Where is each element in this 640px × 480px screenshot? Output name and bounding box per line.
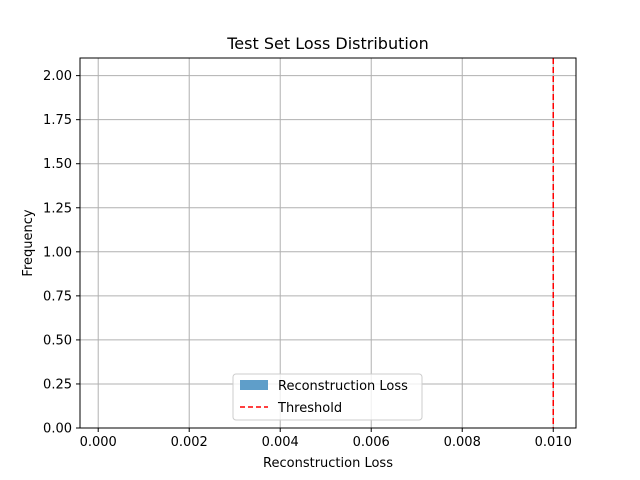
y-axis: 0.00 0.25 0.50 0.75 1.00 1.25 1.50 1.75 2.00 (43, 69, 80, 437)
y-tick-label: 0.50 (43, 333, 72, 348)
y-tick-label: 0.75 (43, 289, 72, 304)
legend-swatch-reconstruction-loss (240, 380, 268, 390)
plot-area (80, 58, 576, 428)
legend-box (232, 373, 423, 421)
legend: Reconstruction Loss Threshold (232, 373, 423, 421)
chart-title: Test Set Loss Distribution (226, 34, 428, 53)
x-axis: 0.000 0.002 0.004 0.006 0.008 0.010 (80, 428, 572, 450)
y-tick-label: 1.75 (43, 113, 72, 128)
x-tick-label: 0.000 (80, 435, 117, 450)
x-tick-label: 0.008 (444, 435, 481, 450)
y-tick-label: 0.25 (43, 377, 72, 392)
x-tick-label: 0.010 (535, 435, 572, 450)
plot-frame (79, 57, 577, 429)
x-tick-label: 0.006 (353, 435, 390, 450)
x-tick-label: 0.002 (171, 435, 208, 450)
y-tick-label: 2.00 (43, 69, 72, 84)
x-tick-label: 0.004 (262, 435, 299, 450)
y-tick-label: 0.00 (43, 422, 72, 437)
y-tick-label: 1.25 (43, 201, 72, 216)
y-tick-label: 1.00 (43, 245, 72, 260)
x-axis-label: Reconstruction Loss (263, 456, 393, 471)
legend-label-reconstruction-loss: Reconstruction Loss (278, 379, 408, 394)
y-axis-label: Frequency (21, 209, 36, 276)
y-tick-label: 1.50 (43, 157, 72, 172)
legend-label-threshold: Threshold (277, 401, 342, 416)
